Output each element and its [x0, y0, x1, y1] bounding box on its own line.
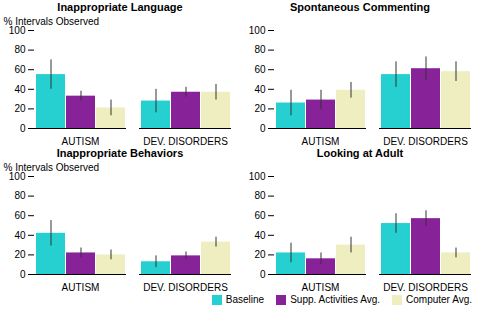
svg-text:100: 100: [249, 171, 266, 182]
html-text:Looking at Adult: Looking at Adult: [316, 147, 404, 159]
svg-text:DEV. DISORDERS: DEV. DISORDERS: [383, 136, 468, 146]
svg-text:AUTISM: AUTISM: [302, 282, 340, 292]
svg-text:0: 0: [20, 269, 26, 280]
html-text:Inappropriate Language: Inappropriate Language: [57, 1, 183, 13]
svg-text:AUTISM: AUTISM: [62, 282, 100, 292]
svg-text:60: 60: [14, 210, 26, 221]
svg-text:100: 100: [249, 25, 266, 36]
svg-text:20: 20: [14, 249, 26, 260]
svg-text:40: 40: [254, 84, 266, 95]
svg-text:80: 80: [254, 44, 266, 55]
html-text:Computer Avg.: Computer Avg.: [406, 294, 472, 305]
svg-text:40: 40: [254, 230, 266, 241]
html-text:Inappropriate Behaviors: Inappropriate Behaviors: [56, 147, 184, 159]
svg-text:80: 80: [14, 190, 26, 201]
svg-text:0: 0: [260, 123, 266, 134]
svg-text:AUTISM: AUTISM: [62, 136, 100, 146]
svg-text:20: 20: [14, 103, 26, 114]
svg-text:DEV. DISORDERS: DEV. DISORDERS: [143, 136, 228, 146]
svg-text:DEV. DISORDERS: DEV. DISORDERS: [143, 282, 228, 292]
html-text:Supp. Activities Avg.: Supp. Activities Avg.: [290, 294, 380, 305]
svg-text:0: 0: [260, 269, 266, 280]
svg-text:DEV. DISORDERS: DEV. DISORDERS: [383, 282, 468, 292]
svg-text:80: 80: [254, 190, 266, 201]
svg-text:0: 0: [20, 123, 26, 134]
svg-text:40: 40: [14, 84, 26, 95]
svg-text:AUTISM: AUTISM: [302, 136, 340, 146]
svg-text:100: 100: [8, 24, 26, 36]
svg-text:80: 80: [14, 44, 26, 55]
svg-text:60: 60: [254, 64, 266, 75]
svg-text:60: 60: [14, 64, 26, 75]
svg-text:20: 20: [254, 249, 266, 260]
svg-text:20: 20: [254, 103, 266, 114]
svg-text:100: 100: [8, 170, 26, 182]
svg-text:60: 60: [254, 210, 266, 221]
html-text:Spontaneous Commenting: Spontaneous Commenting: [290, 1, 430, 13]
svg-text:40: 40: [14, 230, 26, 241]
svg-text:% Intervals Observed: % Intervals Observed: [4, 16, 100, 27]
html-text:Baseline: Baseline: [225, 294, 265, 305]
svg-text:% Intervals Observed: % Intervals Observed: [4, 162, 100, 173]
